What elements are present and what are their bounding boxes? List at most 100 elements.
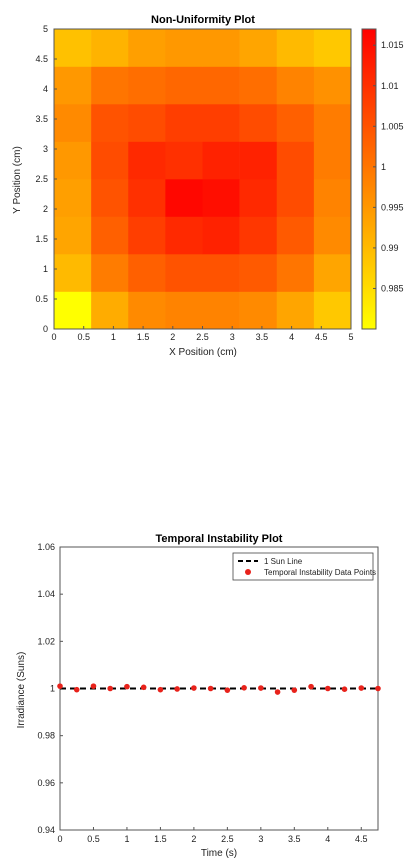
heatmap-x-tick-label: 0: [51, 332, 56, 342]
heatmap-cell: [128, 141, 166, 180]
heatmap-x-tick-label: 5: [348, 332, 353, 342]
heatmap-cell: [54, 179, 92, 217]
heatmap-cell: [276, 291, 315, 330]
heatmap-cells: [54, 29, 352, 330]
temporal-chart: Temporal Instability Plot 0 0.5 1 1.5 2 2.5 3 3…: [16, 533, 381, 859]
heatmap-cell: [239, 141, 278, 180]
heatmap-y-tick-label: 4: [43, 84, 48, 94]
heatmap-cell: [91, 29, 129, 67]
heatmap-cell: [313, 179, 352, 217]
heatmap-y-tick-label: 3.5: [35, 114, 48, 124]
heatmap-cell: [54, 216, 92, 255]
heatmap-y-tick-label: 4.5: [35, 54, 48, 64]
heatmap-cell: [202, 291, 240, 330]
heatmap-x-tick-label: 4.5: [315, 332, 328, 342]
data-point: [90, 683, 97, 689]
data-point: [341, 686, 348, 693]
heatmap-y-tick-label: 2: [43, 204, 48, 214]
heatmap-cell: [165, 66, 203, 105]
temporal-x-tick-label: 2.5: [221, 834, 234, 844]
heatmap-y-ticks: 0 0.5 1 1.5 2 2.5 3 3.5 4 4.5 5: [35, 24, 57, 334]
data-point: [375, 685, 381, 692]
heatmap-cell: [165, 254, 203, 292]
data-point: [73, 686, 80, 693]
data-point: [358, 685, 365, 691]
heatmap-cell: [313, 104, 352, 142]
heatmap-cell: [54, 141, 92, 180]
heatmap-x-tick-label: 3.5: [256, 332, 269, 342]
colorbar-tick-label: 1.015: [381, 40, 404, 50]
heatmap-cell: [202, 29, 240, 67]
colorbar-tick-label: 0.985: [381, 283, 404, 293]
heatmap-cell: [54, 29, 92, 67]
legend-points-label: Temporal Instability Data Points: [264, 568, 376, 577]
temporal-y-tick-label: 1.06: [37, 542, 55, 552]
temporal-x-tick-label: 0.5: [87, 834, 100, 844]
data-point: [291, 687, 298, 693]
heatmap-cell: [276, 29, 315, 67]
data-point: [174, 686, 180, 692]
heatmap-cell: [54, 104, 92, 142]
heatmap-x-tick-label: 2: [170, 332, 175, 342]
temporal-y-axis-label: Irradiance (Suns): [16, 652, 27, 729]
heatmap-cell: [313, 141, 352, 180]
heatmap-cell: [91, 66, 129, 105]
temporal-x-axis-label: Time (s): [201, 848, 237, 859]
heatmap-x-tick-label: 3: [230, 332, 235, 342]
temporal-x-tick-label: 4.5: [355, 834, 368, 844]
temporal-y-tick-label: 0.96: [37, 778, 55, 788]
heatmap-cell: [165, 291, 203, 330]
data-point: [57, 683, 63, 689]
temporal-y-tick-label: 0.94: [37, 825, 55, 835]
heatmap-cell: [91, 104, 129, 142]
temporal-x-tick-label: 3.5: [288, 834, 301, 844]
heatmap-cell: [128, 66, 166, 105]
heatmap-y-tick-label: 2.5: [35, 174, 48, 184]
heatmap-x-tick-label: 0.5: [77, 332, 90, 342]
data-point: [274, 689, 281, 695]
heatmap-cell: [313, 29, 352, 67]
heatmap-cell: [202, 216, 240, 255]
heatmap-cell: [313, 291, 352, 330]
colorbar-tick-label: 1: [381, 162, 386, 172]
heatmap-cell: [239, 179, 278, 217]
heatmap-y-tick-label: 0.5: [35, 294, 48, 304]
temporal-y-tick-label: 1.04: [37, 589, 55, 599]
heatmap-y-tick-label: 1.5: [35, 234, 48, 244]
heatmap-cell: [128, 254, 166, 292]
data-point: [157, 686, 164, 693]
heatmap-cell: [91, 291, 129, 330]
heatmap-x-tick-label: 1: [111, 332, 116, 342]
heatmap-cell: [128, 291, 166, 330]
data-point: [308, 683, 314, 690]
heatmap-cell: [202, 179, 240, 217]
data-point: [258, 685, 264, 691]
colorbar-tick-label: 1.01: [381, 81, 399, 91]
heatmap-cell: [239, 104, 278, 142]
legend-sun-line-label: 1 Sun Line: [264, 557, 303, 566]
data-point: [224, 687, 231, 693]
heatmap-cell: [276, 104, 315, 142]
temporal-y-tick-label: 0.98: [37, 731, 55, 741]
temporal-x-tick-label: 0: [57, 834, 62, 844]
heatmap-cell: [276, 179, 315, 217]
colorbar-tick-label: 0.995: [381, 202, 404, 212]
heatmap-y-tick-label: 5: [43, 24, 48, 34]
temporal-x-tick-label: 1.5: [154, 834, 167, 844]
heatmap-cell: [54, 66, 92, 105]
temporal-x-tick-label: 3: [258, 834, 263, 844]
temporal-x-ticks: 0 0.5 1 1.5 2 2.5 3 3.5 4 4.5: [57, 827, 368, 844]
heatmap-y-tick-label: 1: [43, 264, 48, 274]
data-point: [324, 685, 331, 692]
heatmap-cell: [202, 104, 240, 142]
data-point: [107, 685, 114, 692]
temporal-x-tick-label: 1: [124, 834, 129, 844]
data-point: [241, 684, 247, 691]
heatmap-title: Non-Uniformity Plot: [151, 14, 255, 26]
heatmap-cell: [276, 141, 315, 180]
heatmap-cell: [165, 141, 203, 180]
heatmap-cell: [54, 254, 92, 292]
colorbar: [361, 28, 377, 330]
heatmap-x-tick-label: 2.5: [196, 332, 209, 342]
